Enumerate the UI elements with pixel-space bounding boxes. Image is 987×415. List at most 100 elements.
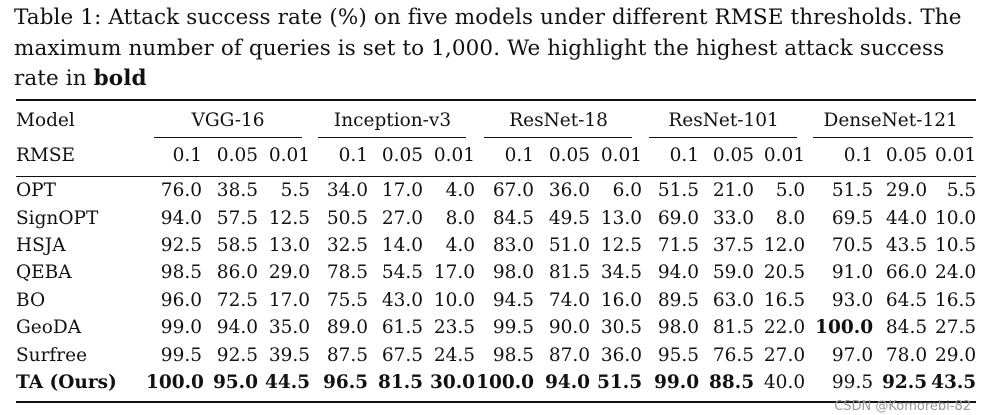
table-cell: 13.0: [268, 234, 311, 256]
group-header: ResNet-18: [509, 109, 608, 131]
table-cell: 94.0: [545, 371, 591, 393]
table-cell: 10.5: [934, 234, 977, 256]
table-cell: 64.5: [885, 289, 928, 311]
table-bottom-rule: [16, 401, 976, 403]
table-cell: 27.5: [934, 317, 977, 339]
table-cell: 91.0: [831, 262, 874, 284]
table-cell: 78.5: [326, 262, 369, 284]
table-cell: 83.0: [492, 234, 535, 256]
table-cell: 8.0: [775, 207, 806, 229]
table-cell: 36.0: [548, 180, 591, 202]
watermark: CSDN @Komorebi-82: [834, 399, 971, 414]
table-cell: 90.0: [548, 317, 591, 339]
table-cell: 54.5: [381, 262, 424, 284]
threshold-header: 0.1: [172, 145, 202, 166]
table-cell: 44.5: [264, 371, 311, 393]
threshold-header: 0.05: [885, 145, 928, 166]
table-cell: 6.0: [612, 180, 643, 202]
table-cell: 43.5: [885, 234, 928, 256]
table-cell: 8.0: [445, 207, 476, 229]
table-cell: 69.0: [657, 207, 700, 229]
table-cell: 51.0: [548, 234, 591, 256]
table-cell: 87.0: [548, 344, 591, 366]
table-cell: 94.0: [160, 207, 202, 229]
table-cell: 97.0: [831, 344, 874, 366]
method-name: Surfree: [16, 344, 88, 366]
table-row: SignOPT 94.0 57.5 12.5 50.5 27.0 8.0 84.5 49.5 13…: [16, 204, 976, 231]
table-cell: 10.0: [934, 207, 977, 229]
table-cell: 96.0: [160, 289, 202, 311]
table-cell: 13.0: [600, 207, 643, 229]
results-body: Model VGG-16 Inception-v3 ResNet-18 ResN…: [16, 103, 976, 396]
table-cell: 12.5: [600, 234, 643, 256]
table-cell: 84.5: [492, 207, 535, 229]
table-cell: 88.5: [709, 371, 755, 393]
table-row: Surfree 99.5 92.5 39.5 87.5 67.5 24.5 98.5 87.0 3…: [16, 341, 976, 368]
table-cell: 29.0: [934, 344, 977, 366]
method-name: QEBA: [16, 262, 72, 284]
table-cell: 99.5: [492, 317, 535, 339]
table-cell: 34.0: [326, 180, 369, 202]
table-cell: 89.0: [326, 317, 369, 339]
table-row: HSJA 92.5 58.5 13.0 32.5 14.0 4.0 83.0 51.0 12.5 7…: [16, 232, 976, 259]
table-cell: 94.5: [492, 289, 535, 311]
table-cell: 92.5: [160, 234, 202, 256]
table-cell: 86.0: [216, 262, 258, 284]
table-row: OPT 76.0 38.5 5.5 34.0 17.0 4.0 67.0 36.0 6.0 51.5…: [16, 177, 976, 204]
table-cell: 16.5: [934, 289, 977, 311]
table-cell: 35.0: [268, 317, 311, 339]
table-cell: 69.5: [831, 207, 874, 229]
table-cell: 71.5: [657, 234, 700, 256]
table-cell: 67.5: [381, 344, 424, 366]
table-cell: 100.0: [476, 371, 535, 393]
threshold-header: 0.05: [216, 145, 258, 166]
threshold-header: 0.05: [712, 145, 755, 166]
table-cell: 72.5: [216, 289, 258, 311]
group-underline-densenet121: [813, 137, 973, 138]
table-cell: 92.5: [882, 371, 928, 393]
table-cell: 43.5: [931, 371, 977, 393]
table-cell: 81.5: [377, 371, 424, 393]
table-cell: 27.0: [381, 207, 424, 229]
table-cell: 24.0: [934, 262, 977, 284]
method-name: HSJA: [16, 234, 66, 256]
table-cell: 99.5: [831, 371, 874, 393]
table-cell: 17.0: [268, 289, 311, 311]
table-cell: 5.0: [775, 180, 806, 202]
table-cell: 51.5: [831, 180, 874, 202]
table-cell: 21.0: [712, 180, 755, 202]
threshold-header: 0.05: [548, 145, 591, 166]
threshold-header-row: RMSE 0.1 0.05 0.01 0.1 0.05 0.01 0.1 0.0…: [16, 137, 976, 174]
table-cell: 17.0: [381, 180, 424, 202]
table-cell: 66.0: [885, 262, 928, 284]
table-cell: 100.0: [815, 317, 874, 339]
results-table: Model VGG-16 Inception-v3 ResNet-18 ResN…: [16, 103, 976, 396]
table-caption: Table 1: Attack success rate (%) on five…: [14, 3, 976, 95]
table-cell: 78.0: [885, 344, 928, 366]
group-header: Inception-v3: [333, 109, 452, 131]
table-cell: 32.5: [326, 234, 369, 256]
table-row: GeoDA 99.0 94.0 35.0 89.0 61.5 23.5 99.5 90.0 30.…: [16, 314, 976, 341]
threshold-header: 0.1: [669, 145, 700, 166]
table-cell: 27.0: [763, 344, 806, 366]
group-header: VGG-16: [191, 109, 265, 131]
table-cell: 14.0: [381, 234, 424, 256]
table-cell: 40.0: [763, 371, 806, 393]
table-cell: 89.5: [657, 289, 700, 311]
table-cell: 39.5: [268, 344, 311, 366]
group-header-row: Model VGG-16 Inception-v3 ResNet-18 ResN…: [16, 103, 976, 137]
table-cell: 51.5: [657, 180, 700, 202]
table-cell: 98.0: [492, 262, 535, 284]
table-cell: 30.5: [600, 317, 643, 339]
table-cell: 20.5: [763, 262, 806, 284]
table-cell: 76.5: [712, 344, 755, 366]
table-cell: 99.0: [160, 317, 202, 339]
group-header: ResNet-101: [668, 109, 779, 131]
table-cell: 70.5: [831, 234, 874, 256]
table-cell: 5.5: [280, 180, 311, 202]
table-cell: 12.0: [763, 234, 806, 256]
table-cell: 99.5: [160, 344, 202, 366]
table-cell: 34.5: [600, 262, 643, 284]
threshold-header: 0.01: [433, 145, 476, 166]
table-cell: 16.0: [600, 289, 643, 311]
